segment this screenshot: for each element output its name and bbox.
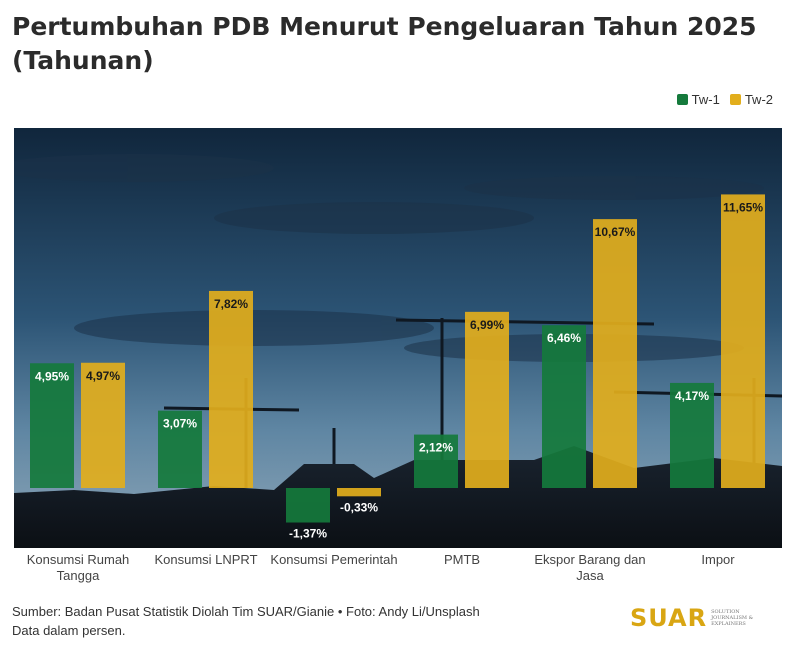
bar-tw2-1[interactable] <box>209 290 253 488</box>
data-label-tw2-3: 6,99% <box>470 318 504 332</box>
bar-tw1-5[interactable] <box>670 382 714 488</box>
legend-label-tw2: Tw-2 <box>744 92 773 107</box>
city-silhouette <box>14 446 782 548</box>
x-tick-label-1: Konsumsi LNPRT <box>154 552 258 567</box>
footer: Sumber: Badan Pusat Statistik Diolah Tim… <box>12 602 480 640</box>
x-tick-label-4: Ekspor Barang dan Jasa <box>534 552 646 583</box>
bar-tw1-4[interactable] <box>542 325 586 488</box>
brand-wordmark: SUAR <box>630 604 708 632</box>
bar-tw2-0[interactable] <box>81 362 125 488</box>
bar-tw1-1[interactable] <box>158 410 202 488</box>
bar-tw2-4[interactable] <box>593 219 637 488</box>
bar-tw2-3[interactable] <box>465 311 509 488</box>
bar-tw1-3[interactable] <box>414 434 458 488</box>
data-label-tw2-1: 7,82% <box>214 297 248 311</box>
x-tick-label-0: Konsumsi Rumah Tangga <box>26 552 130 583</box>
bar-tw1-2[interactable] <box>286 488 330 523</box>
brand-tagline: SOLUTION JOURNALISM & EXPLAINERS <box>711 609 754 627</box>
legend: Tw-1 Tw-2 <box>676 92 773 107</box>
bar-tw1-0[interactable] <box>30 363 74 488</box>
legend-item-tw1[interactable]: Tw-1 <box>676 92 720 107</box>
x-tick-label-2: Konsumsi Pemerintah <box>270 552 398 567</box>
brand-logo: SUAR SOLUTION JOURNALISM & EXPLAINERS <box>630 604 763 632</box>
data-label-tw1-4: 6,46% <box>547 331 581 345</box>
data-label-tw2-0: 4,97% <box>86 369 120 383</box>
legend-swatch-tw1 <box>676 94 688 105</box>
source-text: Sumber: Badan Pusat Statistik Diolah Tim… <box>12 604 480 619</box>
data-label-tw1-3: 2,12% <box>419 441 453 455</box>
data-label-tw2-2: -0,33% <box>340 500 378 514</box>
chart-area: 4,95% 4,97% 3,07% 7,82% -1,37% -0,33% 2,12% 6,9… <box>14 128 782 548</box>
unit-note: Data dalam persen. <box>12 623 126 638</box>
legend-item-tw2[interactable]: Tw-2 <box>729 92 773 107</box>
photo-background <box>14 128 782 548</box>
data-label-tw2-4: 10,67% <box>595 225 636 239</box>
x-tick-label-5: Impor <box>701 552 735 567</box>
data-label-tw1-1: 3,07% <box>163 417 197 431</box>
data-label-tw2-5: 11,65% <box>723 200 763 214</box>
bar-tw2-5[interactable] <box>721 194 765 489</box>
data-label-tw1-5: 4,17% <box>675 389 709 403</box>
bar-tw2-2[interactable] <box>337 488 381 497</box>
x-axis-labels: Konsumsi Rumah Tangga Konsumsi LNPRT Konsu… <box>14 552 782 592</box>
data-label-tw1-2: -1,37% <box>289 527 327 541</box>
chart-title: Pertumbuhan PDB Menurut Pengeluaran Tahu… <box>12 12 757 75</box>
data-label-tw1-0: 4,95% <box>35 369 69 383</box>
x-tick-label-3: PMTB <box>443 552 481 567</box>
legend-label-tw1: Tw-1 <box>691 92 720 107</box>
legend-swatch-tw2 <box>729 94 741 105</box>
bar-plot: 4,95% 4,97% 3,07% 7,82% -1,37% -0,33% 2,12% 6,9… <box>30 194 765 541</box>
